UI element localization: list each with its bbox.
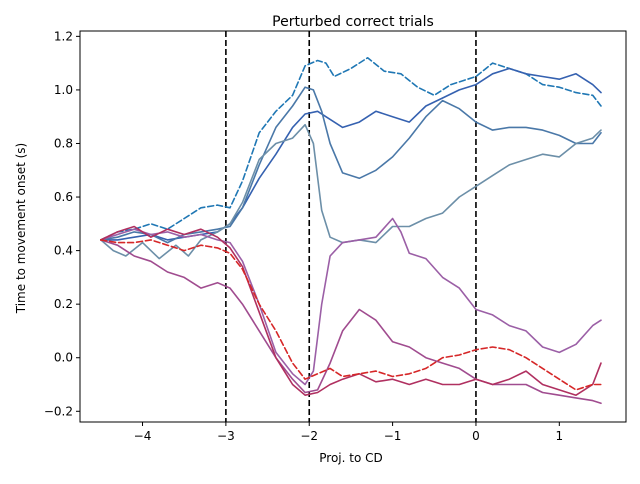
x-tick-label-0: −4 — [134, 429, 152, 443]
x-axis-label: Proj. to CD — [319, 451, 382, 465]
y-tick-label-4: 0.6 — [54, 190, 73, 204]
series-line-4 — [100, 217, 602, 386]
y-axis: −0.2 0.0 0.2 0.4 0.6 0.8 1.0 1.2 — [44, 29, 80, 418]
y-tick-label-7: 1.2 — [54, 29, 73, 43]
x-tick-label-2: −2 — [300, 429, 318, 443]
x-tick-label-1: −3 — [217, 429, 235, 443]
chart-title: Perturbed correct trials — [272, 14, 434, 30]
y-tick-label-1: 0.0 — [54, 351, 73, 365]
series-line-3 — [100, 123, 602, 260]
y-tick-label-5: 0.8 — [54, 136, 73, 150]
data-series — [100, 57, 602, 405]
plot-frame — [79, 30, 627, 423]
y-tick-label-6: 1.0 — [54, 83, 73, 97]
y-tick-label-3: 0.4 — [54, 244, 73, 258]
y-axis-label: Time to movement onset (s) — [14, 143, 28, 314]
series-line-7 — [100, 239, 602, 391]
reference-lines — [225, 31, 477, 422]
y-tick-label-2: 0.2 — [54, 297, 73, 311]
y-tick-label-0: −0.2 — [44, 404, 73, 418]
series-line-5 — [100, 239, 602, 405]
series-line-2 — [100, 86, 602, 244]
x-tick-label-5: 1 — [555, 429, 563, 443]
series-line-6 — [100, 225, 602, 396]
x-tick-label-3: −1 — [384, 429, 402, 443]
x-axis: −4 −3 −2 −1 0 1 — [134, 422, 563, 443]
x-tick-label-4: 0 — [472, 429, 480, 443]
